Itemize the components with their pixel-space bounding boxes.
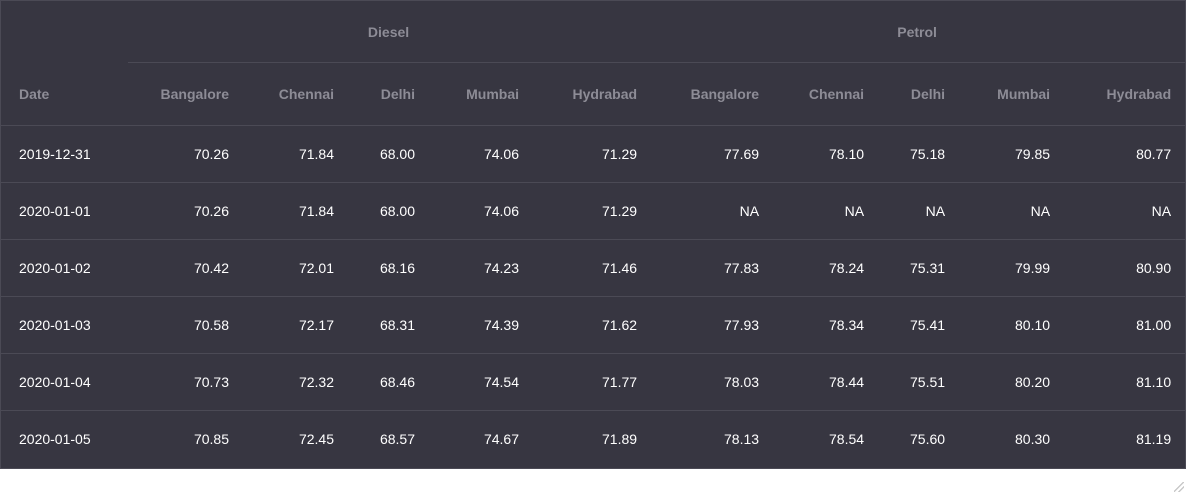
- cell-petrol-delhi: NA: [878, 182, 960, 240]
- cell-petrol-hydrabad: 81.00: [1064, 296, 1186, 354]
- group-header-row: Diesel Petrol: [1, 1, 1186, 63]
- cell-diesel-hydrabad: 71.46: [533, 239, 652, 297]
- fuel-price-table-frame: Diesel Petrol Date Bangalore Chennai Del…: [0, 0, 1186, 469]
- table-body: 2019-12-31 70.26 71.84 68.00 74.06 71.29…: [1, 125, 1186, 468]
- cell-petrol-mumbai: 79.85: [959, 125, 1065, 183]
- column-header-petrol-bangalore[interactable]: Bangalore: [651, 63, 774, 126]
- column-header-petrol-hydrabad[interactable]: Hydrabad: [1064, 63, 1186, 126]
- cell-petrol-chennai: 78.10: [773, 125, 879, 183]
- cell-petrol-bangalore: 77.69: [651, 125, 774, 183]
- table-row: 2019-12-31 70.26 71.84 68.00 74.06 71.29…: [1, 125, 1186, 183]
- column-header-petrol-chennai[interactable]: Chennai: [773, 63, 879, 126]
- cell-petrol-chennai: 78.54: [829, 431, 865, 447]
- cell-diesel-delhi: 68.00: [348, 182, 429, 240]
- cell-diesel-chennai: 71.84: [243, 125, 348, 183]
- cell-diesel-hydrabad: 71.29: [533, 182, 652, 240]
- cell-petrol-delhi: 75.51: [878, 353, 960, 411]
- cell-diesel-chennai: 72.45: [298, 431, 334, 447]
- cell-diesel-bangalore: 70.85: [193, 431, 229, 447]
- cell-date: 2020-01-05: [19, 431, 91, 447]
- group-header-diesel: Diesel: [128, 1, 652, 63]
- cell-petrol-mumbai: 80.10: [959, 296, 1065, 354]
- cell-diesel-bangalore: 70.26: [128, 125, 243, 183]
- cell-date: 2020-01-01: [1, 182, 128, 240]
- group-header-petrol: Petrol: [651, 1, 1186, 63]
- cell-petrol-delhi: 75.18: [878, 125, 960, 183]
- column-header-diesel-chennai[interactable]: Chennai: [243, 63, 348, 126]
- cell-petrol-mumbai: 79.99: [959, 239, 1065, 297]
- cell-diesel-bangalore: 70.42: [128, 239, 243, 297]
- cell-diesel-hydrabad: 71.62: [533, 296, 652, 354]
- cell-petrol-delhi: 75.60: [910, 431, 946, 447]
- cell-petrol-bangalore: 77.93: [651, 296, 774, 354]
- cell-petrol-delhi: 75.31: [878, 239, 960, 297]
- column-header-petrol-delhi[interactable]: Delhi: [878, 63, 960, 126]
- column-header-diesel-delhi[interactable]: Delhi: [348, 63, 429, 126]
- cell-diesel-chennai: 72.32: [243, 353, 348, 411]
- table-row: 2020-01-05 70.85 72.45 68.57 74.67 71.89…: [1, 411, 1185, 468]
- cell-petrol-delhi: 75.41: [878, 296, 960, 354]
- table-header: Diesel Petrol Date Bangalore Chennai Del…: [1, 1, 1186, 126]
- cell-petrol-hydrabad: 81.10: [1064, 353, 1186, 411]
- column-header-date[interactable]: Date: [1, 63, 128, 126]
- cell-petrol-mumbai: 80.30: [1015, 431, 1051, 447]
- cell-diesel-delhi: 68.31: [348, 296, 429, 354]
- cell-date: 2020-01-04: [1, 353, 128, 411]
- cell-diesel-bangalore: 70.26: [128, 182, 243, 240]
- cell-diesel-hydrabad: 71.77: [533, 353, 652, 411]
- table-row: 2020-01-01 70.26 71.84 68.00 74.06 71.29…: [1, 182, 1186, 240]
- cell-diesel-hydrabad: 71.29: [533, 125, 652, 183]
- table-row: 2020-01-04 70.73 72.32 68.46 74.54 71.77…: [1, 353, 1186, 411]
- column-header-diesel-bangalore[interactable]: Bangalore: [128, 63, 243, 126]
- cell-diesel-delhi: 68.16: [348, 239, 429, 297]
- cell-diesel-mumbai: 74.06: [429, 125, 533, 183]
- column-header-diesel-mumbai[interactable]: Mumbai: [429, 63, 533, 126]
- cell-diesel-chennai: 72.01: [243, 239, 348, 297]
- cell-petrol-chennai: NA: [773, 182, 879, 240]
- cell-diesel-delhi: 68.46: [348, 353, 429, 411]
- table-row: 2020-01-02 70.42 72.01 68.16 74.23 71.46…: [1, 239, 1186, 297]
- cell-petrol-mumbai: 80.20: [959, 353, 1065, 411]
- cell-date: 2020-01-03: [1, 296, 128, 354]
- resize-handle-icon[interactable]: [1174, 482, 1184, 492]
- column-header-row: Date Bangalore Chennai Delhi Mumbai Hydr…: [1, 63, 1186, 126]
- cell-diesel-hydrabad: 71.89: [602, 431, 638, 447]
- column-header-diesel-hydrabad[interactable]: Hydrabad: [533, 63, 652, 126]
- cell-petrol-bangalore: 78.13: [724, 431, 760, 447]
- cell-diesel-mumbai: 74.54: [429, 353, 533, 411]
- column-header-petrol-mumbai[interactable]: Mumbai: [959, 63, 1065, 126]
- cell-petrol-hydrabad: 80.90: [1064, 239, 1186, 297]
- cell-petrol-hydrabad: 80.77: [1064, 125, 1186, 183]
- cell-petrol-bangalore: 77.83: [651, 239, 774, 297]
- cell-petrol-bangalore: NA: [651, 182, 774, 240]
- fuel-price-table: Diesel Petrol Date Bangalore Chennai Del…: [1, 1, 1186, 468]
- cell-petrol-hydrabad: 81.19: [1136, 431, 1172, 447]
- cell-diesel-chennai: 71.84: [243, 182, 348, 240]
- cell-petrol-chennai: 78.24: [773, 239, 879, 297]
- cell-diesel-delhi: 68.57: [379, 431, 415, 447]
- cell-diesel-mumbai: 74.23: [429, 239, 533, 297]
- cell-petrol-chennai: 78.44: [773, 353, 879, 411]
- cell-diesel-mumbai: 74.67: [483, 431, 519, 447]
- cell-date: 2020-01-02: [1, 239, 128, 297]
- cell-diesel-chennai: 72.17: [243, 296, 348, 354]
- cell-petrol-hydrabad: NA: [1064, 182, 1186, 240]
- cell-petrol-mumbai: NA: [959, 182, 1065, 240]
- cell-diesel-mumbai: 74.39: [429, 296, 533, 354]
- group-header-spacer: [1, 1, 128, 63]
- cell-petrol-bangalore: 78.03: [651, 353, 774, 411]
- cell-diesel-bangalore: 70.58: [128, 296, 243, 354]
- cell-diesel-mumbai: 74.06: [429, 182, 533, 240]
- cell-diesel-delhi: 68.00: [348, 125, 429, 183]
- table-row: 2020-01-03 70.58 72.17 68.31 74.39 71.62…: [1, 296, 1186, 354]
- cell-date: 2019-12-31: [1, 125, 128, 183]
- cell-diesel-bangalore: 70.73: [128, 353, 243, 411]
- cell-petrol-chennai: 78.34: [773, 296, 879, 354]
